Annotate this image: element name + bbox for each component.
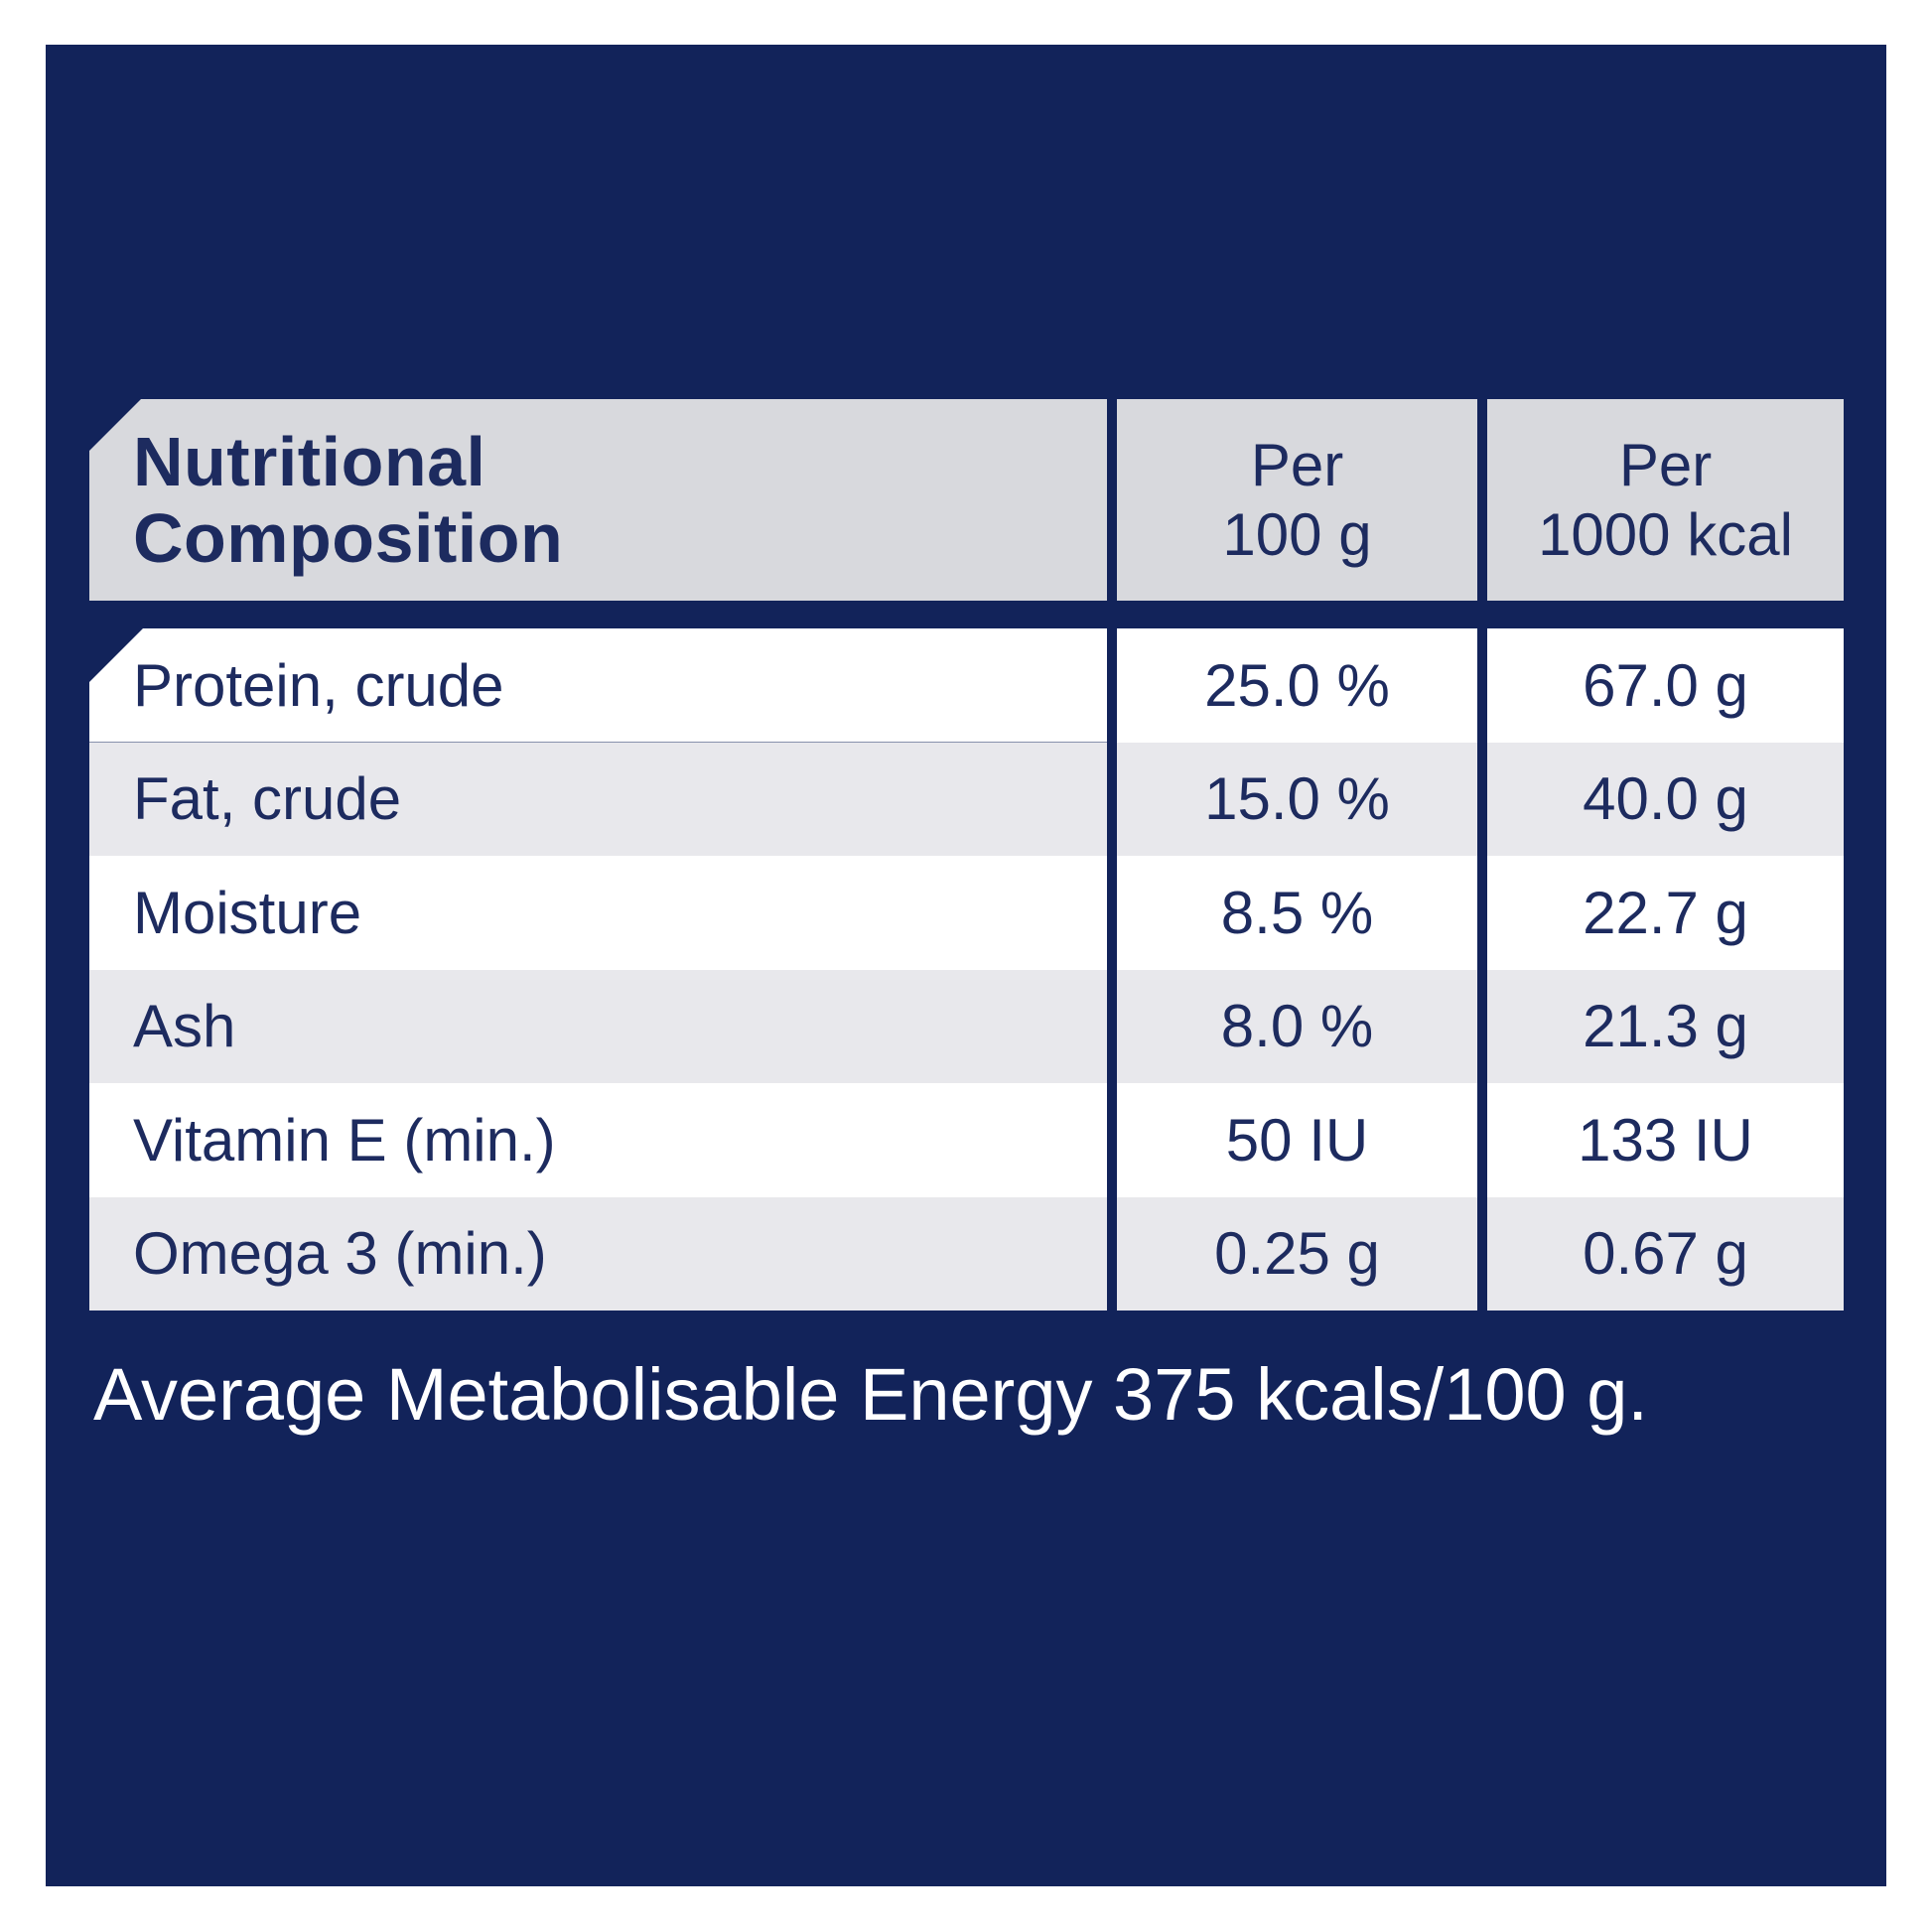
- table-row-omega-3: Omega 3 (min.) 0.25 g 0.67 g: [89, 1196, 1844, 1311]
- row-label: Ash: [89, 969, 1107, 1083]
- column-header-per-1000kcal-line1: Per: [1618, 431, 1713, 498]
- table-row-moisture: Moisture 8.5 % 22.7 g: [89, 856, 1844, 970]
- table-header-row: Nutritional Composition Per 100 g Per 10…: [89, 399, 1844, 601]
- table-row-ash: Ash 8.0 % 21.3 g: [89, 969, 1844, 1083]
- row-value-per-100g: 8.5 %: [1117, 856, 1477, 970]
- row-value-per-100g: 15.0 %: [1117, 742, 1477, 856]
- row-value-per-1000kcal: 22.7 g: [1487, 856, 1844, 970]
- row-value-per-100g: 0.25 g: [1117, 1196, 1477, 1311]
- table-row-vitamin-e: Vitamin E (min.) 50 IU 133 IU: [89, 1083, 1844, 1197]
- row-value-per-1000kcal: 0.67 g: [1487, 1196, 1844, 1311]
- table-row-protein: Protein, crude 25.0 % 67.0 g: [89, 628, 1844, 743]
- table-title-line2: Composition: [133, 498, 564, 577]
- row-label: Protein, crude: [89, 628, 1107, 743]
- row-value-per-1000kcal: 67.0 g: [1487, 628, 1844, 743]
- nutrition-table: Nutritional Composition Per 100 g Per 10…: [89, 399, 1844, 1311]
- table-title-cell: Nutritional Composition: [89, 399, 1107, 601]
- column-header-per-100g-line2: 100 g: [1222, 500, 1372, 568]
- row-value-per-100g: 8.0 %: [1117, 969, 1477, 1083]
- row-value-per-100g: 25.0 %: [1117, 628, 1477, 743]
- column-header-per-1000kcal: Per 1000 kcal: [1487, 399, 1844, 601]
- row-label: Omega 3 (min.): [89, 1196, 1107, 1311]
- row-label: Vitamin E (min.): [89, 1083, 1107, 1197]
- metabolisable-energy-note: Average Metabolisable Energy 375 kcals/1…: [93, 1353, 1648, 1436]
- column-header-per-100g: Per 100 g: [1117, 399, 1477, 601]
- row-value-per-1000kcal: 21.3 g: [1487, 969, 1844, 1083]
- table-title-line1: Nutritional: [133, 422, 486, 500]
- row-label: Moisture: [89, 856, 1107, 970]
- column-header-per-100g-line1: Per: [1250, 431, 1344, 498]
- navy-panel-background: Nutritional Composition Per 100 g Per 10…: [46, 45, 1886, 1886]
- table-row-fat: Fat, crude 15.0 % 40.0 g: [89, 742, 1844, 856]
- row-value-per-100g: 50 IU: [1117, 1083, 1477, 1197]
- row-value-per-1000kcal: 40.0 g: [1487, 742, 1844, 856]
- row-label: Fat, crude: [89, 742, 1107, 856]
- column-header-per-1000kcal-line2: 1000 kcal: [1538, 500, 1793, 568]
- row-value-per-1000kcal: 133 IU: [1487, 1083, 1844, 1197]
- table-body: Protein, crude 25.0 % 67.0 g Fat, crude …: [89, 628, 1844, 1311]
